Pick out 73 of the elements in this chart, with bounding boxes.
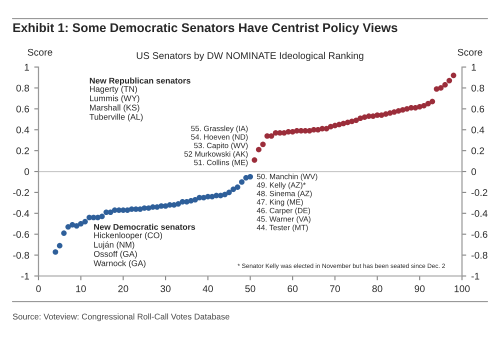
y-tick-label: 0 [24,168,30,176]
point [99,214,105,220]
point [192,196,198,203]
annotation: Hickenlooper (CO) Luján (NM) Ossoff (GA) Warnock (GA) [94,232,162,268]
point [450,72,456,78]
y-tick-label: 1 [24,64,29,71]
y2-tick-label: 1 [472,64,476,71]
y-tick-label: -0.6 [13,230,30,238]
x-tick-label: 20 [118,285,128,292]
y-axis-title: Score [28,48,52,56]
y2-tick-label: 0.6 [471,106,484,112]
x-tick-label: 80 [372,285,382,292]
x-tick-label: 60 [288,285,298,292]
source-note: Source: Voteview: Congressional Roll-Call Votes Database [12,313,230,322]
point [421,102,427,108]
point [353,118,359,124]
point [82,218,88,224]
y2-tick-label: 0.2 [471,147,484,154]
point [108,210,114,216]
point [61,230,67,236]
point [74,223,80,229]
y2-tick-label: 0 [471,168,476,176]
point [247,174,254,180]
x-tick-label: 40 [202,285,213,292]
annotation: New Democratic senators [94,224,196,230]
point [226,190,232,196]
point [222,192,228,198]
chart-title: Exhibit 1: Some Democratic Senators Have Centrist Policy Views [13,22,398,35]
point [442,82,448,88]
point [239,179,245,185]
x-tick-label: 0 [36,285,41,292]
annotation: Hagerty (TN) Lummis (WY) Marshall (KS) Tuberville (AL) [90,86,143,122]
chart-subtitle: US Senators by DW NOMINATE Ideological Ranking [136,52,364,61]
point [425,100,431,106]
x-tick-label: 10 [76,285,86,292]
annotation: New Republican senators [90,78,190,86]
y-tick-label: 0.6 [16,106,30,112]
y2-axis-title: Score [458,48,482,56]
y2-tick-label: -0.6 [471,230,488,238]
point [260,142,266,148]
point [446,78,452,84]
y2-tick-label: -0.8 [471,252,488,259]
y-tick-label: 0.8 [16,84,30,92]
point [256,146,262,152]
y2-tick-label: -0.4 [471,210,488,217]
x-tick-label: 90 [414,285,425,292]
point [358,115,364,122]
y-tick-label: -0.8 [13,252,30,259]
y-tick-label: -0.4 [13,210,30,217]
point [230,186,236,192]
y-tick-label: 0.2 [16,147,29,154]
point [234,184,240,190]
y2-tick-label: -1 [471,272,480,280]
x-tick-label: 30 [160,285,171,292]
point [65,224,71,230]
y-tick-label: 0.4 [16,126,30,134]
x-tick-label: 100 [454,285,470,292]
y2-tick-label: 0.8 [471,84,484,92]
point [175,201,182,207]
point [52,249,58,255]
point [56,242,62,248]
point [438,85,444,91]
point [252,157,258,163]
x-tick-label: 70 [330,285,340,292]
point [324,126,330,132]
x-tick-label: 50 [245,285,256,292]
y-tick-label: -1 [21,272,29,280]
point [78,220,84,227]
y2-tick-label: 0.4 [471,126,484,134]
point [430,98,436,104]
y-tick-label: -0.2 [13,189,29,196]
point [268,133,274,139]
y2-tick-label: -0.2 [471,189,488,196]
